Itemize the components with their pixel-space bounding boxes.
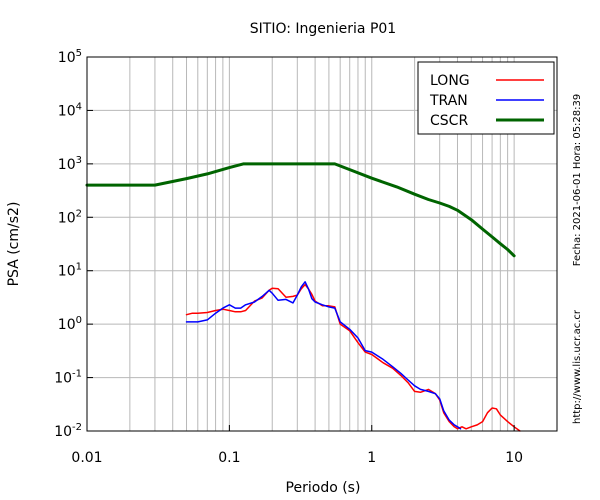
x-tick-label: 10	[505, 450, 523, 466]
x-tick-label: 1	[367, 450, 376, 466]
y-tick-label: 10-2	[54, 422, 82, 440]
legend: LONG TRAN CSCR	[417, 61, 555, 135]
y-tick-label: 10-1	[54, 369, 82, 387]
legend-label-long: LONG	[430, 73, 470, 89]
y-ticks: 10-2 10-1 100 101 102 103 104 105	[54, 48, 93, 440]
legend-box	[417, 61, 555, 135]
grid-lines	[86, 57, 558, 431]
y-tick-label: 101	[58, 262, 82, 280]
url-label: http://www.lis.ucr.ac.cr	[572, 309, 583, 424]
chart-title: SITIO: Ingenieria P01	[250, 21, 396, 37]
x-ticks: 0.01 0.1 1 10	[71, 425, 523, 466]
plot-frame	[86, 56, 558, 432]
y-axis-label: PSA (cm/s2)	[6, 202, 22, 287]
series-lines	[85, 162, 521, 432]
x-axis-label: Periodo (s)	[286, 480, 361, 496]
legend-label-cscr: CSCR	[430, 113, 468, 129]
series-line-long	[185, 283, 521, 432]
x-tick-label: 0.1	[218, 450, 240, 466]
y-tick-label: 103	[58, 155, 82, 173]
series-line-cscr	[85, 162, 516, 258]
series-line-tran	[185, 281, 462, 430]
y-tick-label: 104	[58, 101, 82, 119]
legend-label-tran: TRAN	[429, 93, 468, 109]
timestamp-label: Fecha: 2021-06-01 Hora: 05:28:39	[572, 94, 583, 267]
y-tick-label: 105	[58, 48, 82, 66]
x-tick-label: 0.01	[71, 450, 102, 466]
y-tick-label: 102	[58, 208, 82, 226]
y-tick-label: 100	[58, 315, 82, 333]
